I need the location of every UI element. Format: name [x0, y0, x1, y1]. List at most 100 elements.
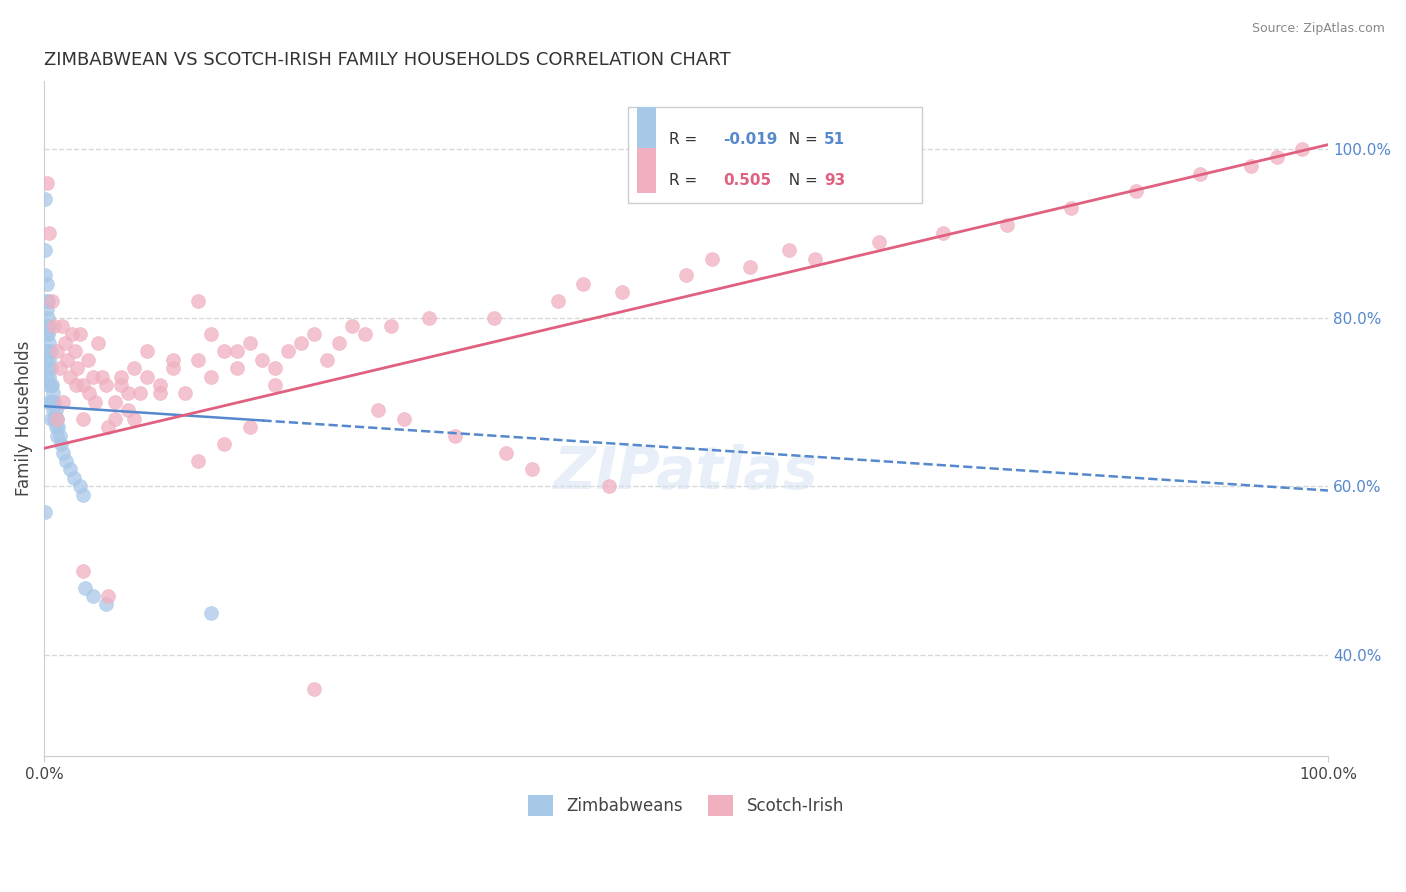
Point: [1060, 201, 1083, 215]
Point: [520, 462, 543, 476]
Point: [110, 378, 132, 392]
Point: [418, 310, 440, 325]
Point: [212, 344, 235, 359]
Point: [72, 564, 94, 578]
Text: R =: R =: [669, 132, 703, 147]
Point: [392, 412, 415, 426]
Point: [380, 318, 402, 333]
Point: [94, 598, 117, 612]
Point: [62, 471, 84, 485]
Point: [122, 412, 145, 426]
Point: [46, 344, 69, 359]
Point: [52, 445, 75, 459]
Point: [94, 378, 117, 392]
Point: [1125, 184, 1147, 198]
Point: [1291, 142, 1313, 156]
Point: [38, 352, 60, 367]
Point: [39, 412, 62, 426]
Point: [675, 268, 697, 283]
Point: [187, 454, 209, 468]
Text: Source: ZipAtlas.com: Source: ZipAtlas.com: [1251, 22, 1385, 36]
Point: [37, 310, 59, 325]
Point: [55, 454, 77, 468]
Point: [37, 378, 59, 392]
Point: [149, 378, 172, 392]
Point: [75, 581, 97, 595]
Point: [1240, 159, 1263, 173]
Point: [135, 344, 157, 359]
Point: [35, 327, 58, 342]
Point: [56, 352, 79, 367]
Point: [87, 335, 110, 350]
Point: [238, 335, 260, 350]
Point: [35, 344, 58, 359]
Point: [90, 369, 112, 384]
Point: [34, 243, 56, 257]
Point: [187, 352, 209, 367]
Point: [66, 361, 89, 376]
Point: [740, 260, 762, 274]
Point: [46, 412, 69, 426]
Point: [135, 369, 157, 384]
Point: [367, 403, 389, 417]
Point: [598, 479, 620, 493]
Point: [149, 386, 172, 401]
Point: [52, 395, 75, 409]
Point: [69, 327, 91, 342]
Point: [39, 344, 62, 359]
Point: [82, 589, 104, 603]
Text: ZIPatlas: ZIPatlas: [554, 444, 818, 501]
Point: [72, 412, 94, 426]
Point: [44, 318, 66, 333]
Point: [35, 318, 58, 333]
Point: [41, 378, 63, 392]
Text: N =: N =: [779, 132, 823, 147]
Point: [37, 344, 59, 359]
Point: [35, 352, 58, 367]
Point: [225, 344, 247, 359]
Point: [72, 378, 94, 392]
Point: [60, 327, 83, 342]
Point: [51, 318, 73, 333]
Point: [104, 412, 127, 426]
Point: [700, 252, 723, 266]
Point: [37, 293, 59, 308]
Point: [69, 479, 91, 493]
Point: [44, 395, 66, 409]
Point: [59, 462, 82, 476]
Point: [53, 335, 76, 350]
Point: [46, 420, 69, 434]
Point: [610, 285, 633, 300]
Point: [122, 361, 145, 376]
Point: [129, 386, 152, 401]
Point: [35, 176, 58, 190]
Point: [328, 335, 350, 350]
Point: [803, 252, 825, 266]
Point: [354, 327, 377, 342]
Point: [39, 378, 62, 392]
Point: [37, 361, 59, 376]
Point: [48, 361, 70, 376]
Point: [35, 277, 58, 291]
Point: [45, 420, 67, 434]
Text: 51: 51: [824, 132, 845, 147]
Point: [82, 369, 104, 384]
Point: [290, 335, 312, 350]
Point: [482, 310, 505, 325]
Point: [547, 293, 569, 308]
Point: [97, 589, 120, 603]
Text: R =: R =: [669, 173, 703, 188]
Point: [1188, 167, 1211, 181]
Point: [225, 361, 247, 376]
Point: [264, 378, 287, 392]
Point: [495, 445, 517, 459]
Text: 93: 93: [824, 173, 845, 188]
Point: [315, 352, 337, 367]
Point: [35, 369, 58, 384]
Point: [34, 193, 56, 207]
Point: [187, 293, 209, 308]
Text: 0.505: 0.505: [723, 173, 770, 188]
Text: ZIMBABWEAN VS SCOTCH-IRISH FAMILY HOUSEHOLDS CORRELATION CHART: ZIMBABWEAN VS SCOTCH-IRISH FAMILY HOUSEH…: [44, 51, 731, 69]
Point: [778, 243, 800, 257]
Point: [572, 277, 595, 291]
